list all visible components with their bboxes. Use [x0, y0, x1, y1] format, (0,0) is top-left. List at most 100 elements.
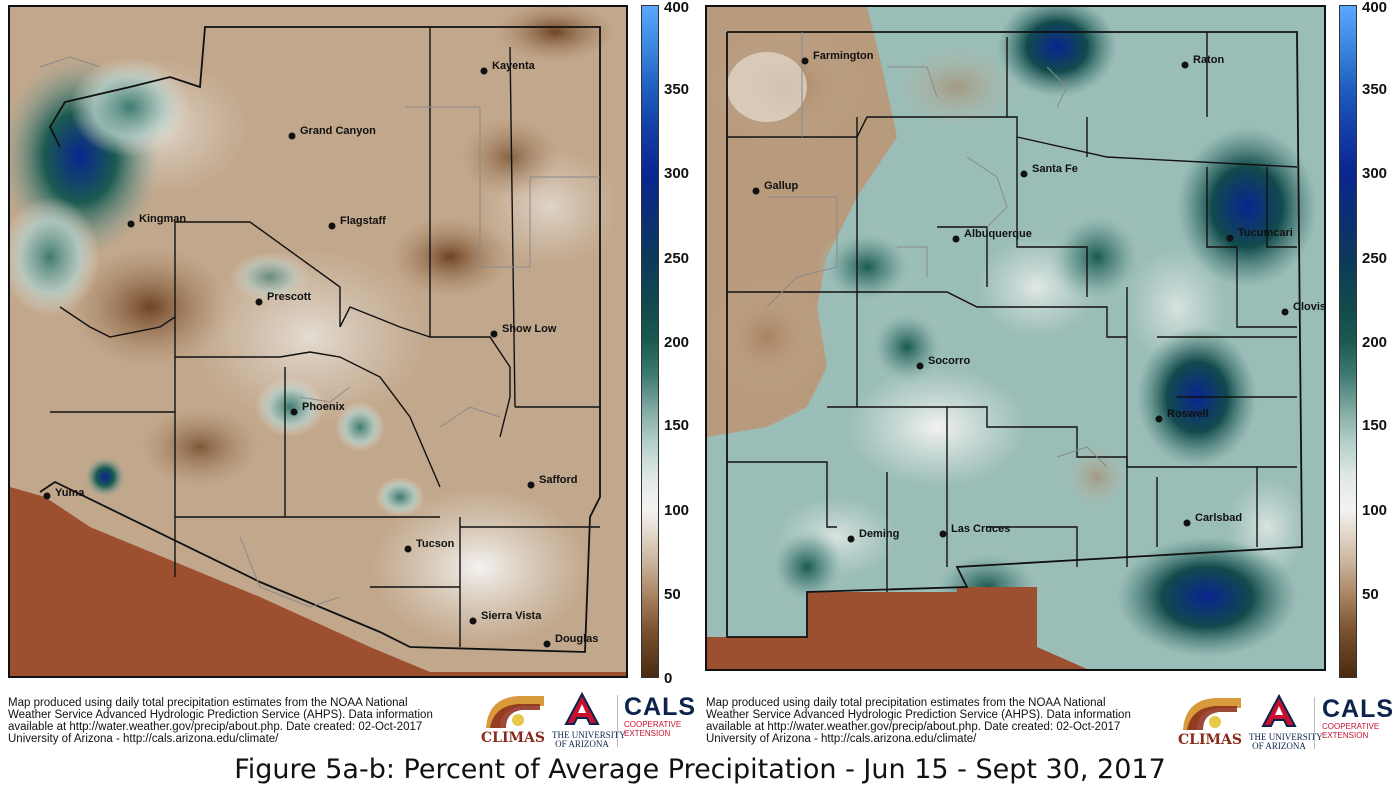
city-tucumcari: Tucumcari: [1226, 227, 1293, 242]
caption-line: Weather Service Advanced Hydrologic Pred…: [706, 709, 1131, 721]
caption-line: available at http://water.weather.gov/pr…: [8, 721, 423, 733]
climas-logo: CLIMAS: [478, 692, 548, 748]
caption-line: University of Arizona - http://cals.ariz…: [8, 733, 279, 745]
colorbar-left-tick: 350: [664, 81, 690, 98]
city-kayenta: Kayenta: [480, 60, 536, 75]
svg-text:Grand Canyon: Grand Canyon: [300, 125, 376, 137]
svg-text:Kayenta: Kayenta: [492, 60, 536, 72]
caption-right: Map produced using daily total precipita…: [706, 697, 1131, 745]
caption-line: University of Arizona - http://cals.ariz…: [706, 733, 977, 745]
arizona-cities: Kayenta Grand Canyon Kingman Flagstaff P…: [43, 60, 598, 648]
svg-text:Show Low: Show Low: [502, 323, 557, 335]
cals-logo-sub: COOPERATIVE: [624, 720, 682, 729]
city-yuma: Yuma: [43, 487, 85, 500]
block-a-icon: [1261, 693, 1297, 727]
logo-divider: [617, 695, 618, 747]
colorbar-right: [1339, 5, 1357, 678]
block-a-icon: [564, 691, 600, 725]
colorbar-left-tick: 250: [664, 250, 690, 267]
city-socorro: Socorro: [916, 355, 970, 370]
cals-logo-text: CALS: [624, 693, 697, 721]
svg-text:Phoenix: Phoenix: [302, 401, 346, 413]
colorbar-left-tick: 200: [664, 334, 690, 351]
colorbar-left-tick: 50: [664, 586, 681, 603]
city-deming: Deming: [847, 528, 899, 543]
new-mexico-map-canvas: Farmington Raton Santa Fe Gallup Albuque…: [707, 7, 1324, 669]
climas-sun-icon: [486, 696, 544, 728]
colorbar-left-tick: 400: [664, 0, 690, 16]
svg-text:Roswell: Roswell: [1167, 408, 1209, 420]
svg-text:Prescott: Prescott: [267, 291, 311, 303]
city-sierra-vista: Sierra Vista: [469, 610, 542, 625]
svg-text:Gallup: Gallup: [764, 180, 799, 192]
caption-line: Map produced using daily total precipita…: [8, 697, 408, 709]
svg-text:Albuquerque: Albuquerque: [964, 228, 1032, 240]
caption-left: Map produced using daily total precipita…: [8, 697, 433, 745]
svg-text:Deming: Deming: [859, 528, 899, 540]
climas-logo-text: CLIMAS: [1177, 732, 1242, 748]
city-safford: Safford: [527, 474, 578, 489]
new-mexico-map[interactable]: Farmington Raton Santa Fe Gallup Albuque…: [705, 5, 1326, 671]
svg-text:Tucson: Tucson: [416, 538, 455, 550]
svg-text:Flagstaff: Flagstaff: [340, 215, 386, 227]
city-douglas: Douglas: [543, 633, 598, 648]
svg-text:Santa Fe: Santa Fe: [1032, 163, 1078, 175]
svg-text:Sierra Vista: Sierra Vista: [481, 610, 542, 622]
svg-text:Raton: Raton: [1193, 54, 1224, 66]
arizona-map[interactable]: Kayenta Grand Canyon Kingman Flagstaff P…: [8, 5, 628, 678]
colorbar-right-tick: 350: [1362, 81, 1388, 98]
colorbar-right-tick: 50: [1362, 586, 1379, 603]
cals-logo-sub: EXTENSION: [624, 729, 671, 738]
ua-logo-line: OF ARIZONA: [1252, 741, 1306, 751]
city-farmington: Farmington: [801, 50, 874, 65]
ua-logo-line: OF ARIZONA: [555, 739, 609, 749]
svg-text:Socorro: Socorro: [928, 355, 970, 367]
colorbar-left-tick: 150: [664, 417, 690, 434]
cals-logo: CALS COOPERATIVE EXTENSION: [624, 693, 697, 754]
cals-logo: CALS COOPERATIVE EXTENSION: [1322, 695, 1395, 756]
city-kingman: Kingman: [127, 213, 186, 228]
city-clovis: Clovis: [1281, 301, 1324, 316]
city-phoenix: Phoenix: [290, 401, 346, 416]
university-of-arizona-logo: THE UNIVERSITY OF ARIZONA: [1249, 693, 1323, 754]
city-roswell: Roswell: [1155, 408, 1209, 423]
ua-logo-line: THE UNIVERSITY: [552, 730, 626, 740]
cals-logo-text: CALS: [1322, 695, 1395, 723]
caption-line: available at http://water.weather.gov/pr…: [706, 721, 1121, 733]
city-show-low: Show Low: [490, 323, 557, 338]
colorbar-right-tick: 300: [1362, 165, 1388, 182]
city-gallup: Gallup: [752, 180, 799, 195]
svg-text:Tucumcari: Tucumcari: [1238, 227, 1293, 239]
svg-text:Clovis: Clovis: [1293, 301, 1324, 313]
city-grand-canyon: Grand Canyon: [288, 125, 376, 140]
colorbar-right-tick: 100: [1362, 502, 1388, 519]
city-flagstaff: Flagstaff: [328, 215, 386, 230]
svg-text:Carlsbad: Carlsbad: [1195, 512, 1242, 524]
city-tucson: Tucson: [404, 538, 455, 553]
climas-logo-text: CLIMAS: [480, 730, 545, 746]
colorbar-right-tick: 200: [1362, 334, 1388, 351]
city-raton: Raton: [1181, 54, 1224, 69]
city-santa-fe: Santa Fe: [1020, 163, 1078, 178]
university-of-arizona-logo: THE UNIVERSITY OF ARIZONA: [552, 691, 626, 752]
svg-text:Yuma: Yuma: [55, 487, 85, 499]
caption-line: Map produced using daily total precipita…: [706, 697, 1106, 709]
climas-sun-icon: [1183, 698, 1241, 730]
svg-text:Farmington: Farmington: [813, 50, 874, 62]
city-carlsbad: Carlsbad: [1183, 512, 1242, 527]
climas-logo: CLIMAS: [1175, 694, 1245, 750]
colorbar-left-tick: 100: [664, 502, 690, 519]
city-albuquerque: Albuquerque: [952, 228, 1032, 243]
caption-line: Weather Service Advanced Hydrologic Pred…: [8, 709, 433, 721]
svg-text:Las Cruces: Las Cruces: [951, 523, 1010, 535]
colorbar-right-tick: 150: [1362, 417, 1388, 434]
arizona-map-canvas: Kayenta Grand Canyon Kingman Flagstaff P…: [10, 7, 626, 676]
logo-divider: [1314, 697, 1315, 749]
svg-text:Douglas: Douglas: [555, 633, 598, 645]
city-las-cruces: Las Cruces: [939, 523, 1010, 538]
colorbar-left-tick: 300: [664, 165, 690, 182]
new-mexico-cities: Farmington Raton Santa Fe Gallup Albuque…: [752, 50, 1324, 543]
cals-logo-sub: EXTENSION: [1322, 731, 1369, 740]
svg-text:Kingman: Kingman: [139, 213, 186, 225]
ua-logo-line: THE UNIVERSITY: [1249, 732, 1323, 742]
